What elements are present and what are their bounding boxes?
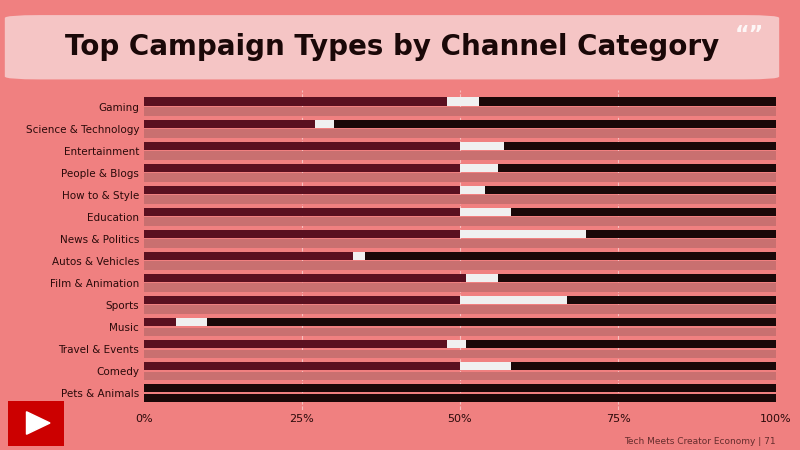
Bar bbox=[486, 186, 776, 194]
Bar bbox=[144, 274, 466, 282]
Bar bbox=[144, 318, 176, 326]
Bar bbox=[144, 252, 353, 260]
Bar bbox=[144, 207, 460, 216]
Bar bbox=[144, 217, 776, 226]
Bar bbox=[366, 252, 776, 260]
Bar bbox=[144, 230, 460, 238]
Bar bbox=[144, 384, 776, 392]
Bar bbox=[460, 230, 586, 238]
FancyBboxPatch shape bbox=[4, 400, 68, 446]
Bar bbox=[144, 296, 460, 304]
Bar bbox=[586, 230, 776, 238]
Bar bbox=[144, 328, 776, 336]
Bar bbox=[144, 173, 776, 182]
Bar bbox=[504, 142, 776, 150]
Bar bbox=[447, 98, 479, 106]
Bar bbox=[460, 164, 498, 172]
Bar bbox=[144, 142, 460, 150]
Bar bbox=[447, 340, 466, 348]
Bar bbox=[510, 207, 776, 216]
Text: Tech Meets Creator Economy | 71: Tech Meets Creator Economy | 71 bbox=[624, 436, 776, 446]
Bar bbox=[144, 107, 776, 116]
Bar bbox=[353, 252, 365, 260]
Bar bbox=[144, 362, 460, 370]
Bar bbox=[144, 350, 776, 358]
Bar bbox=[207, 318, 776, 326]
Bar bbox=[479, 98, 776, 106]
Bar bbox=[144, 186, 460, 194]
Bar bbox=[144, 394, 776, 402]
Bar bbox=[460, 362, 510, 370]
Bar bbox=[498, 274, 776, 282]
Polygon shape bbox=[26, 412, 50, 434]
Bar bbox=[567, 296, 776, 304]
Bar bbox=[498, 164, 776, 172]
Bar bbox=[460, 296, 567, 304]
Bar bbox=[510, 362, 776, 370]
Bar bbox=[144, 239, 776, 248]
Bar bbox=[144, 151, 776, 160]
Text: “”: “” bbox=[734, 25, 764, 45]
Legend: Contest/Giveaway, Promo Code, Download/Install, Branding & Awareness: Contest/Giveaway, Promo Code, Download/I… bbox=[226, 38, 694, 56]
Bar bbox=[466, 340, 776, 348]
Bar bbox=[176, 318, 207, 326]
Bar bbox=[144, 98, 447, 106]
Bar bbox=[144, 164, 460, 172]
Bar bbox=[460, 142, 504, 150]
Bar bbox=[144, 129, 776, 138]
Bar bbox=[144, 340, 447, 348]
Bar bbox=[314, 120, 334, 128]
Bar bbox=[144, 284, 776, 292]
Bar bbox=[466, 274, 498, 282]
FancyBboxPatch shape bbox=[5, 15, 779, 79]
Bar bbox=[144, 195, 776, 204]
Bar bbox=[144, 372, 776, 380]
Bar bbox=[460, 186, 486, 194]
Bar bbox=[334, 120, 776, 128]
Text: Top Campaign Types by Channel Category: Top Campaign Types by Channel Category bbox=[65, 33, 719, 61]
Bar bbox=[460, 207, 510, 216]
Bar bbox=[144, 261, 776, 270]
Bar bbox=[144, 306, 776, 314]
Bar bbox=[144, 120, 314, 128]
